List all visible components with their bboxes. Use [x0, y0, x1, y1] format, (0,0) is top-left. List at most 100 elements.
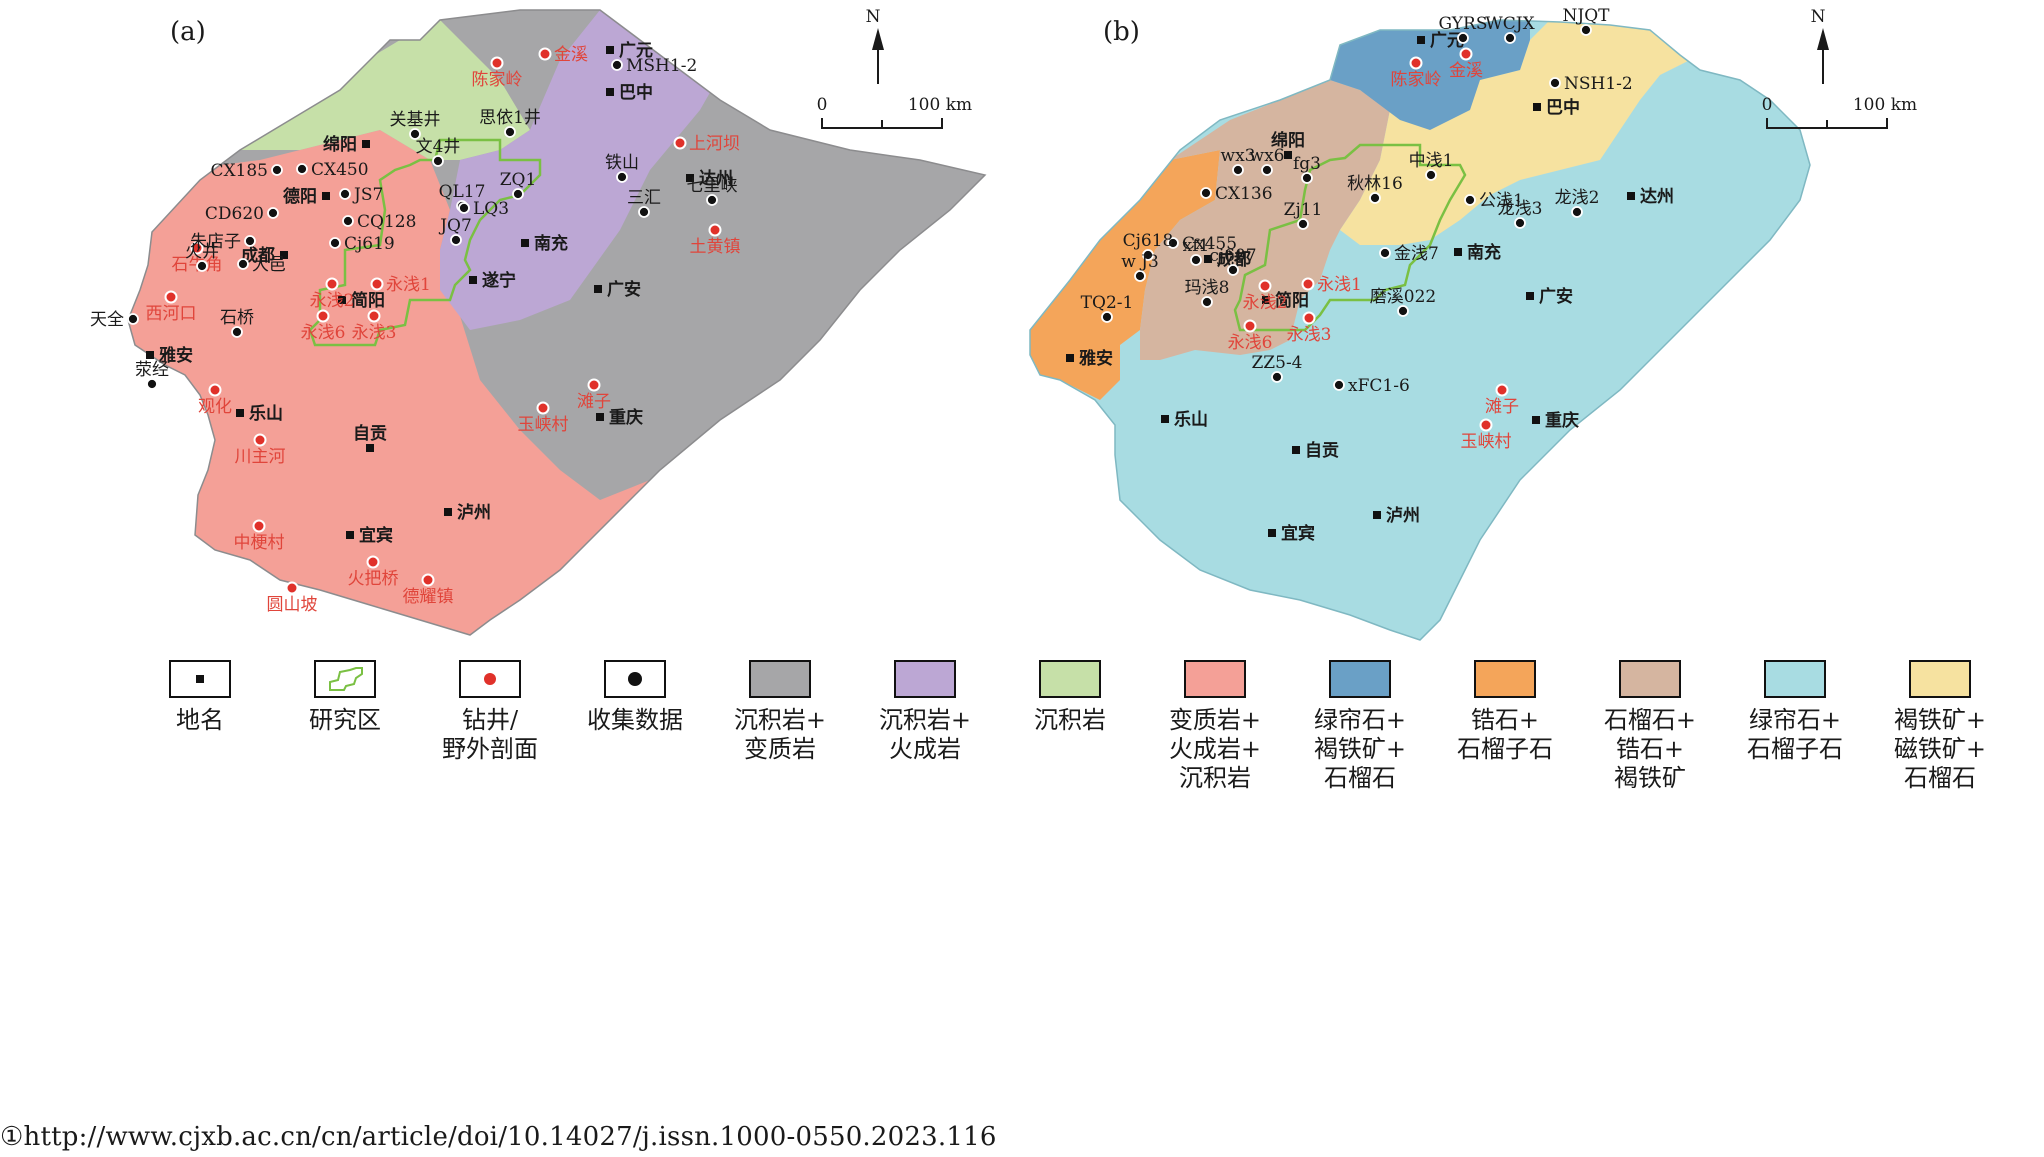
place-marker-icon: [1284, 151, 1292, 159]
legend-item: 沉积岩: [1000, 660, 1140, 735]
legend-item: 钻井/ 野外剖面: [420, 660, 560, 764]
collected-marker-icon: [512, 188, 524, 200]
scale-max-b: 100 km: [1853, 95, 1917, 115]
collected-label: 荥经: [135, 360, 169, 380]
drill-marker-icon: [316, 309, 330, 323]
drill-label: 中梗村: [234, 533, 285, 553]
place-marker-icon: [1454, 248, 1462, 256]
legend-swatch: [749, 660, 811, 698]
drill-label: 上河坝: [689, 134, 740, 154]
collected-label: Cj618: [1123, 231, 1174, 251]
zone-sed: [240, 20, 530, 160]
drill-marker-icon: [490, 56, 504, 70]
place-label: 成都: [1217, 249, 1251, 270]
place-label: 达州: [699, 168, 733, 189]
place-label: 广安: [1539, 286, 1573, 307]
collected-marker-icon: [1167, 237, 1179, 249]
place-label: 绵阳: [323, 134, 357, 155]
collected-label: xf1: [1183, 236, 1210, 256]
legend-item: 绿帘石+ 褐铁矿+ 石榴石: [1290, 660, 1430, 793]
drill-marker-icon: [708, 223, 722, 237]
place-label: 宜宾: [1281, 523, 1315, 544]
basin-b-outline: [1029, 19, 1811, 641]
place-label: 自贡: [1305, 440, 1339, 461]
collected-marker-icon: [611, 59, 623, 71]
drill-marker-icon: [208, 383, 222, 397]
drill-marker-icon: [164, 290, 178, 304]
collected-label: 思依1井: [479, 108, 541, 128]
collected-marker-icon: [638, 206, 650, 218]
scale-bar-b: 0 100 km: [1762, 95, 1917, 129]
collected-marker-icon: [1271, 371, 1283, 383]
collected-label: TQ2-1: [1081, 293, 1134, 313]
collected-marker-icon: [409, 128, 421, 140]
drill-marker-icon: [1459, 47, 1473, 61]
collected-marker-icon: [339, 188, 351, 200]
drill-marker-icon: [253, 433, 267, 447]
legend-label: 沉积岩: [1034, 706, 1106, 734]
legend-swatch: [1184, 660, 1246, 698]
legend-label: 变质岩+ 火成岩+ 沉积岩: [1168, 706, 1262, 792]
drill-label: 土黄镇: [690, 237, 741, 257]
collected-label: GYRS: [1439, 14, 1488, 34]
legend-item: 绿帘石+ 石榴子石: [1725, 660, 1865, 764]
collected-marker-icon: [1571, 206, 1583, 218]
legend-label: 收集数据: [587, 706, 683, 734]
place-marker-icon: [1417, 36, 1425, 44]
place-marker-icon: [469, 276, 477, 284]
place-label: 重庆: [609, 407, 643, 428]
collected-label: Zj11: [1284, 200, 1323, 220]
legend-swatch: [894, 660, 956, 698]
place-marker-icon: [1627, 192, 1635, 200]
collected-label: 龙浅3: [1498, 199, 1543, 219]
drill-marker-icon: [325, 277, 339, 291]
collected-marker-icon: [458, 202, 470, 214]
basin-a-outline: [127, 9, 987, 636]
legend-swatch: [1619, 660, 1681, 698]
panel-a-tag: (a): [170, 17, 206, 47]
square-marker-icon: [169, 660, 231, 698]
study-area-b: [1233, 143, 1467, 332]
collected-label: 关基井: [390, 110, 441, 130]
collected-marker-icon: [432, 155, 444, 167]
collected-marker-icon: [1301, 172, 1313, 184]
place-label: 雅安: [158, 345, 193, 366]
collected-marker-icon: [1200, 187, 1212, 199]
collected-label: 大邑: [252, 255, 286, 275]
collected-marker-icon: [450, 234, 462, 246]
legend-item: 石榴石+ 锆石+ 褐铁矿: [1580, 660, 1720, 793]
place-label: 简阳: [1275, 290, 1309, 311]
collected-marker-icon: [1101, 311, 1113, 323]
drill-label: 滩子: [1485, 397, 1519, 417]
legend-label: 地名: [176, 706, 224, 734]
place-label: 巴中: [1546, 97, 1580, 118]
collected-marker-icon: [1464, 194, 1476, 206]
collected-label: WCJX: [1485, 14, 1535, 34]
legend-swatch: [1039, 660, 1101, 698]
collected-marker-icon: [342, 215, 354, 227]
collected-label: 七里峡: [687, 176, 738, 196]
drill-marker-icon: [1409, 56, 1423, 70]
place-label: 乐山: [249, 404, 283, 424]
collected-label: LQ3: [473, 199, 509, 219]
place-marker-icon: [1204, 255, 1212, 263]
legend-item: 沉积岩+ 火成岩: [855, 660, 995, 764]
place-label: 雅安: [1078, 348, 1113, 369]
north-arrow-icon: [1817, 28, 1829, 50]
place-marker-icon: [146, 351, 154, 359]
collected-label: CD620: [205, 204, 264, 224]
drill-label: 玉峡村: [518, 415, 569, 435]
place-label: 乐山: [1174, 410, 1208, 430]
drill-marker-icon: [1301, 277, 1315, 291]
drill-marker-icon: [285, 581, 299, 595]
collected-marker-icon: [267, 207, 279, 219]
legend-label: 褐铁矿+ 磁铁矿+ 石榴石: [1893, 706, 1987, 792]
drill-marker-icon: [252, 519, 266, 533]
place-label: 宜宾: [359, 525, 393, 546]
legend-swatch: [1474, 660, 1536, 698]
place-label: 遂宁: [482, 270, 516, 291]
scale-zero-a: 0: [817, 95, 828, 115]
place-label: 成都: [241, 245, 275, 266]
